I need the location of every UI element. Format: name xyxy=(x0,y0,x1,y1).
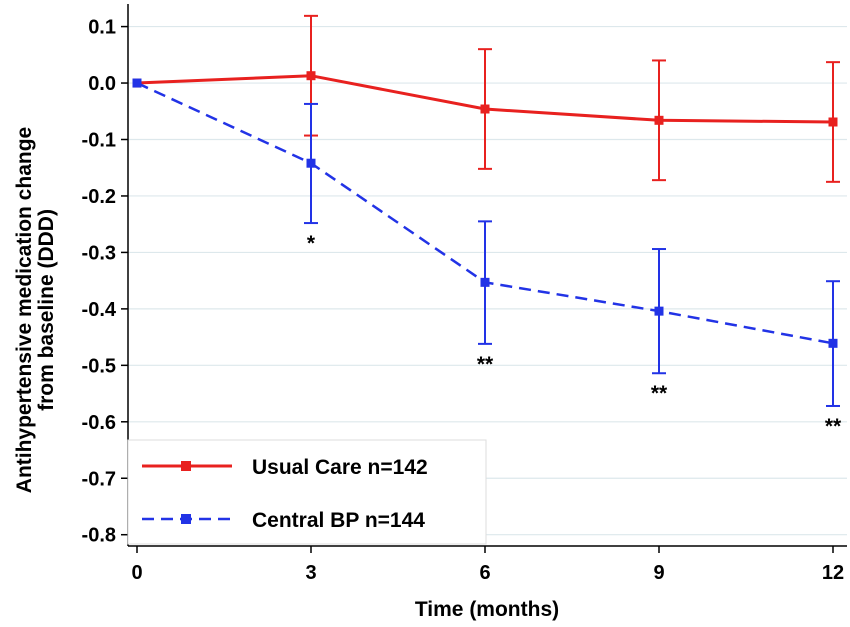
legend-marker-central-bp xyxy=(181,514,191,524)
series-central-bp xyxy=(132,78,840,407)
x-tick-label: 3 xyxy=(305,562,316,584)
legend-label-central-bp: Central BP n=144 xyxy=(252,509,425,532)
legend-box xyxy=(127,439,487,545)
y-tick-label: -0.1 xyxy=(82,130,116,152)
y-axis-title: Antihypertensive medication change from … xyxy=(13,127,58,493)
y-tick-label: -0.3 xyxy=(82,242,116,264)
legend-label-usual-care: Usual Care n=142 xyxy=(252,456,428,479)
y-tick-label: -0.7 xyxy=(82,468,116,490)
data-point xyxy=(480,277,490,287)
data-point xyxy=(306,71,316,81)
legend: Usual Care n=142 Central BP n=144 xyxy=(127,439,487,545)
y-tick-label: 0.0 xyxy=(88,73,116,95)
y-tick-label: -0.5 xyxy=(82,355,116,377)
y-tick-label: -0.8 xyxy=(82,525,116,547)
y-axis-title-line-1: Antihypertensive medication change xyxy=(13,127,36,493)
axes xyxy=(121,4,847,553)
y-tick-label: -0.6 xyxy=(82,412,116,434)
x-tick-label: 9 xyxy=(653,562,664,584)
significance-marker: ** xyxy=(651,382,668,405)
x-tick-labels: 0 3 6 9 12 xyxy=(131,562,844,584)
grid-lines xyxy=(128,25,847,536)
y-axis-title-line-2: from baseline (DDD) xyxy=(35,209,58,411)
data-point xyxy=(654,306,664,316)
y-tick-labels: 0.1 0.0 -0.1 -0.2 -0.3 -0.4 -0.5 -0.6 -0.7 -0.8 xyxy=(82,17,117,547)
data-point xyxy=(828,338,838,348)
y-tick-label: -0.2 xyxy=(82,186,116,208)
series-usual-care xyxy=(132,14,840,183)
significance-marker: * xyxy=(307,232,316,255)
data-point xyxy=(480,104,490,114)
x-tick-label: 6 xyxy=(479,562,490,584)
data-point xyxy=(654,115,664,125)
data-point xyxy=(132,78,142,88)
significance-marker: ** xyxy=(825,415,842,438)
y-tick-label: -0.4 xyxy=(82,299,117,321)
significance-annotations: ******* xyxy=(307,232,842,438)
x-tick-label: 0 xyxy=(131,562,142,584)
significance-marker: ** xyxy=(477,353,494,376)
y-tick-label: 0.1 xyxy=(88,17,116,39)
legend-marker-usual-care xyxy=(181,461,191,471)
x-axis-title: Time (months) xyxy=(415,598,559,621)
x-tick-label: 12 xyxy=(822,562,844,584)
data-point xyxy=(828,117,838,127)
series xyxy=(132,14,840,407)
data-point xyxy=(306,158,316,168)
